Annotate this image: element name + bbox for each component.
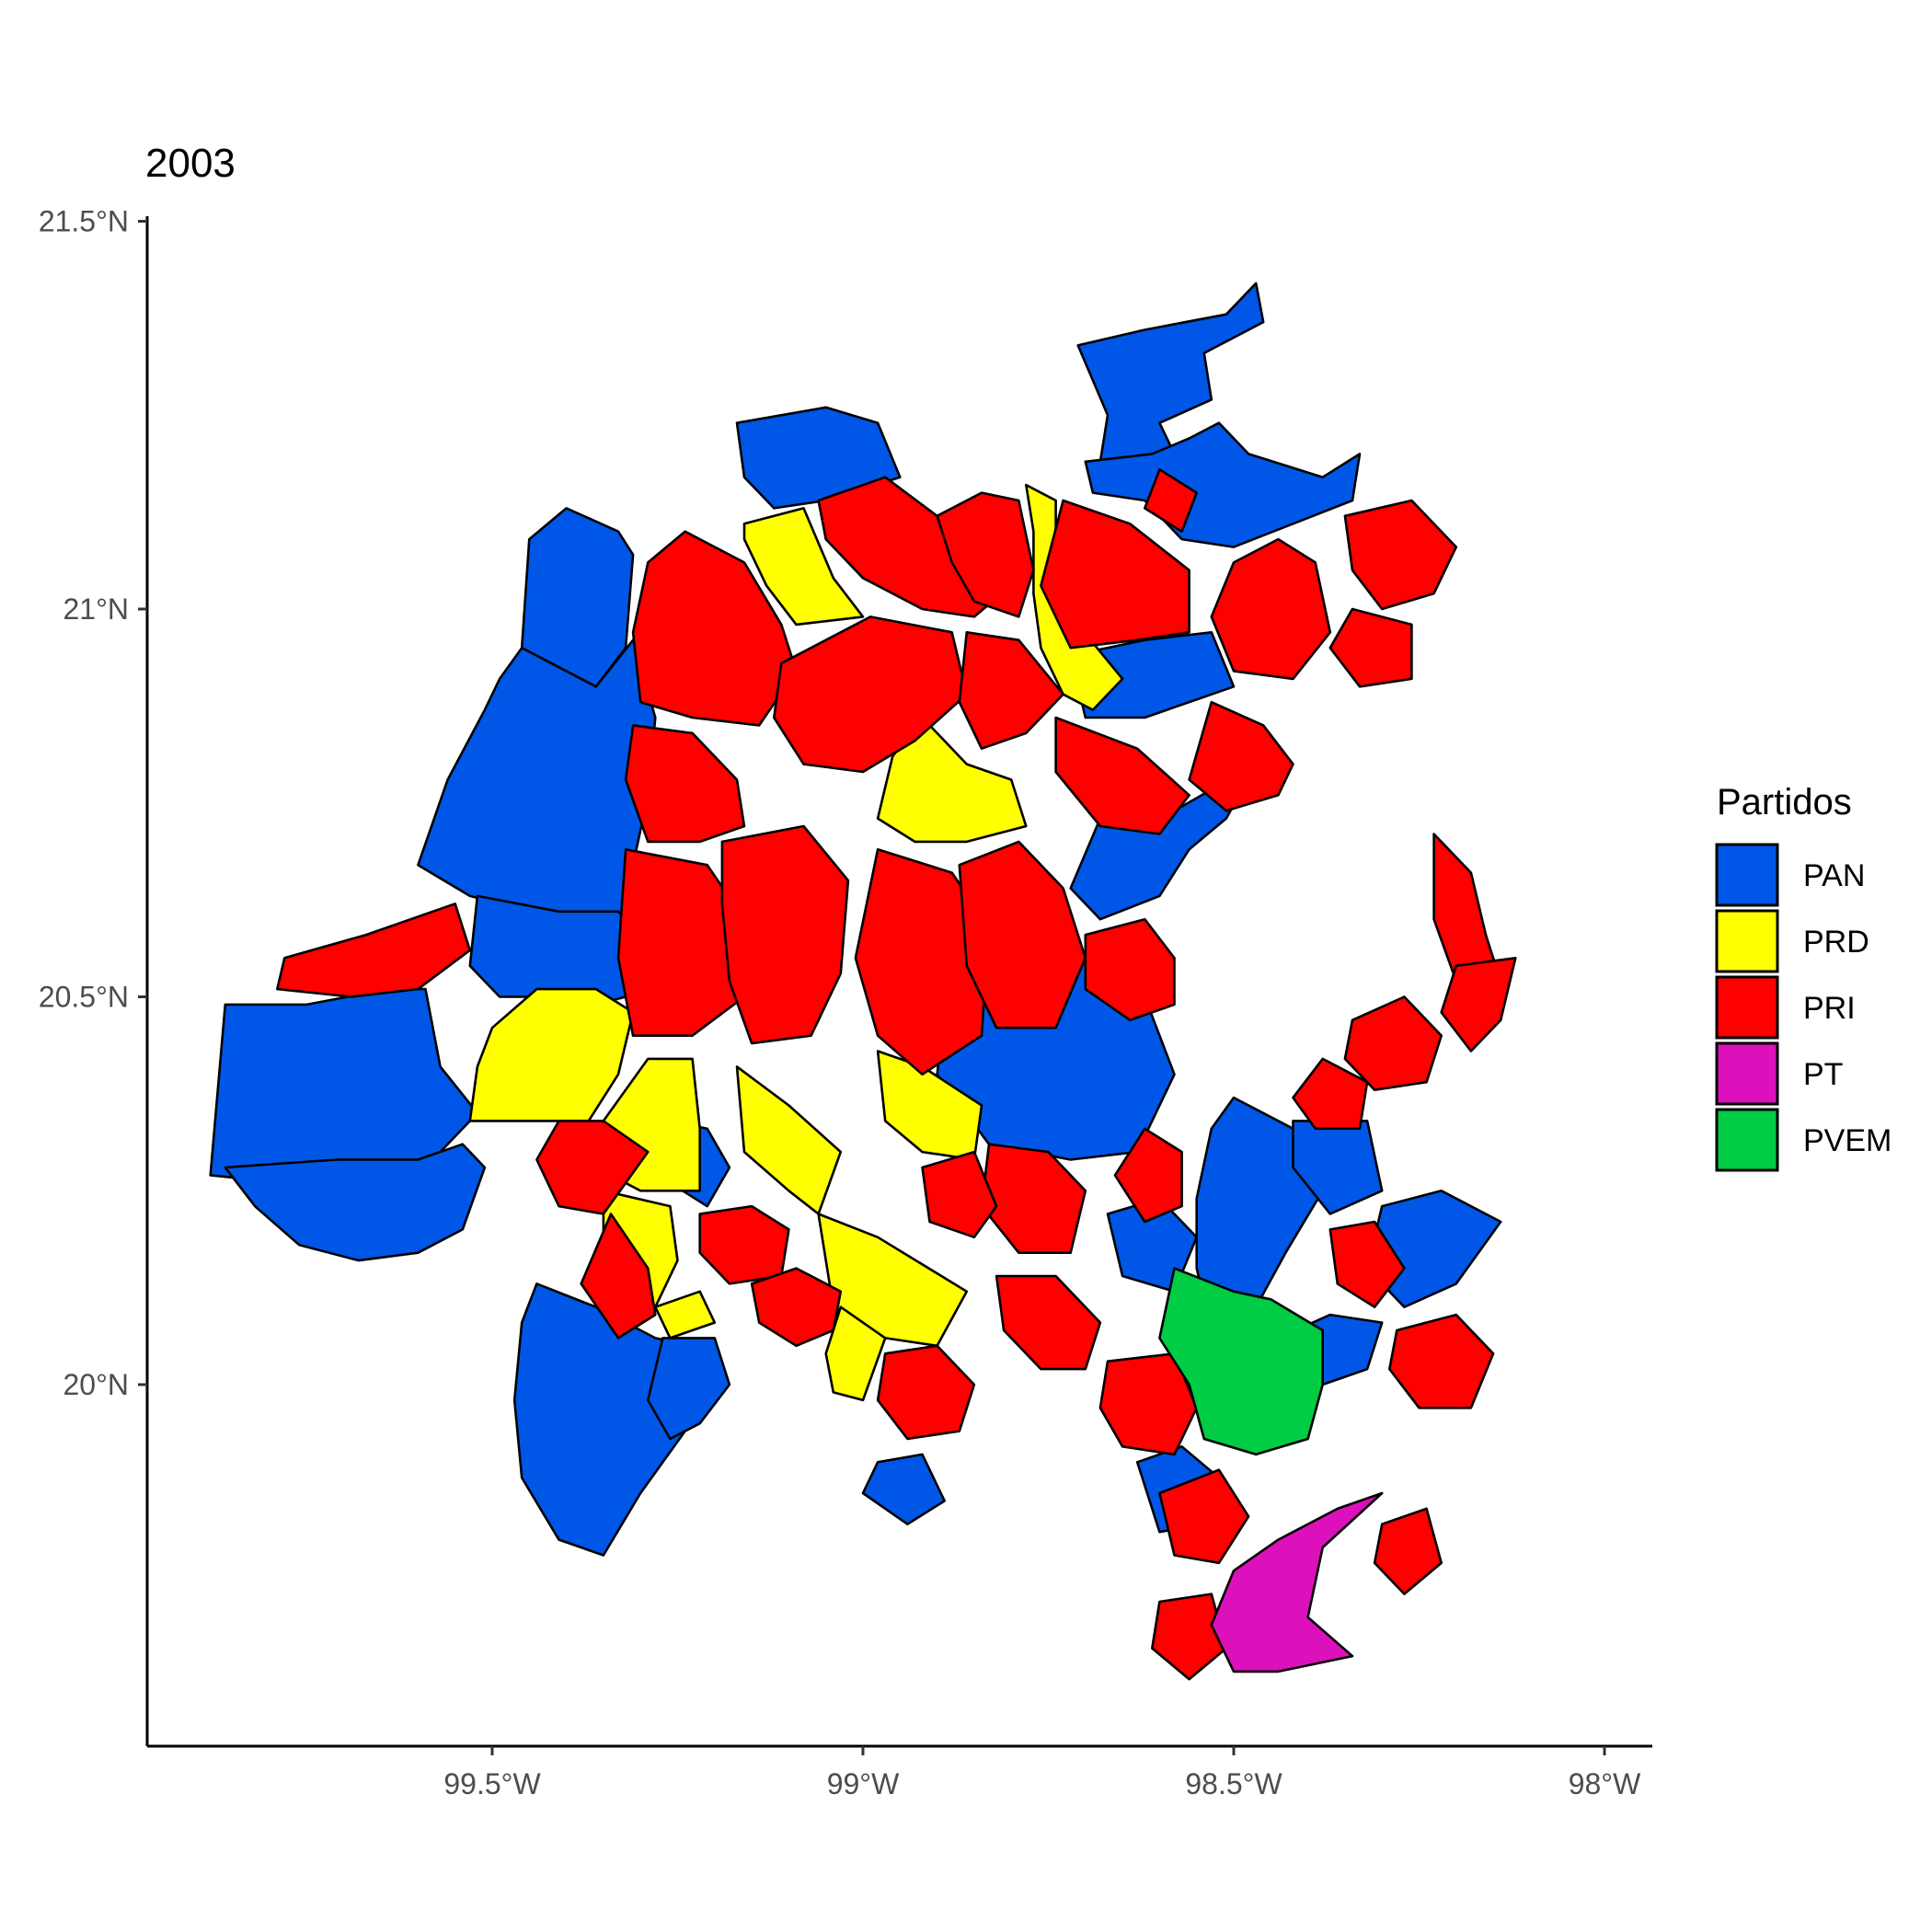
legend-title: Partidos	[1717, 782, 1852, 822]
municipality-pri-59	[876, 1344, 976, 1441]
municipality-prd-31	[824, 1305, 887, 1402]
municipality-pri-50	[1084, 917, 1176, 1022]
y-tick-label: 20.5°N	[39, 981, 129, 1014]
municipality-pri-40	[1328, 607, 1413, 688]
municipality-pri-65	[1292, 1057, 1369, 1131]
legend-items: PAN PRD PRI PT PVEM	[1715, 843, 1892, 1172]
municipality-pri-68	[1158, 1468, 1250, 1565]
x-tick-label: 98.5°W	[1185, 1767, 1282, 1800]
municipality-pri-42	[772, 615, 969, 774]
municipality-pri-47	[720, 824, 850, 1045]
municipality-pri-39	[1343, 499, 1458, 611]
municipality-pan-20	[861, 1453, 946, 1525]
municipality-pri-49	[958, 840, 1087, 1029]
x-axis-ticks: 99.5°W 99°W 98.5°W 98°W	[443, 1746, 1641, 1800]
municipality-pri-61	[1113, 1127, 1183, 1224]
municipality-pri-63	[1440, 957, 1517, 1052]
municipality-pri-54	[698, 1204, 790, 1285]
chart-title: 2003	[145, 141, 236, 186]
municipality-pri-35	[936, 491, 1035, 618]
municipality-pri-66	[1328, 1220, 1406, 1308]
municipality-pan-14	[1069, 630, 1236, 719]
legend-key-pri	[1715, 975, 1779, 1040]
x-tick-label: 99.5°W	[443, 1767, 541, 1800]
municipality-pri-48	[854, 847, 991, 1076]
legend-label-prd: PRD	[1803, 925, 1869, 960]
municipality-pri-64	[1343, 995, 1443, 1091]
municipality-pan-10	[646, 1337, 731, 1441]
municipality-prd-24	[876, 716, 1028, 844]
municipality-pri-38	[1210, 537, 1332, 681]
y-tick-label: 20°N	[63, 1368, 130, 1401]
municipality-pri-43	[958, 630, 1064, 751]
municipality-prd-28	[735, 1065, 843, 1215]
municipality-prd-22	[742, 507, 865, 627]
municipality-pri-37	[1144, 467, 1198, 534]
municipality-pri-33	[631, 530, 798, 727]
municipality-pri-53	[580, 1213, 657, 1340]
legend-label-pt: PT	[1803, 1057, 1843, 1092]
municipality-prd-25	[468, 987, 635, 1122]
legend-label-pan: PAN	[1803, 858, 1865, 893]
municipality-pri-62	[1432, 833, 1502, 983]
municipality-pri-44	[1054, 716, 1190, 835]
municipalities-layer	[209, 282, 1517, 1681]
municipality-pan-8	[224, 1143, 487, 1262]
municipality-pri-36	[1040, 499, 1190, 650]
municipality-pt-71	[1210, 1491, 1384, 1673]
y-tick-label: 21°N	[63, 592, 130, 626]
municipality-pri-69	[1373, 1507, 1443, 1595]
municipality-pri-57	[921, 1150, 998, 1239]
legend: Partidos PAN PRD PRI PT PVEM	[1715, 782, 1892, 1172]
x-tick-label: 98°W	[1569, 1767, 1641, 1800]
municipality-pri-46	[616, 847, 746, 1037]
municipality-pan-2	[1076, 282, 1265, 464]
legend-key-pt	[1715, 1041, 1779, 1106]
y-tick-label: 21.5°N	[39, 205, 129, 238]
municipality-pri-51	[275, 902, 472, 998]
municipality-pan-13	[1069, 763, 1258, 921]
municipality-pri-58	[995, 1274, 1102, 1371]
x-tick-label: 99°W	[827, 1767, 900, 1800]
municipality-prd-32	[653, 1290, 717, 1340]
municipality-pri-45	[1188, 700, 1294, 812]
legend-label-pri: PRI	[1803, 991, 1856, 1026]
municipality-pvem-72	[1158, 1267, 1324, 1456]
y-axis-ticks: 20°N 20.5°N 21°N 21.5°N	[39, 205, 147, 1401]
legend-key-pan	[1715, 843, 1779, 907]
municipality-pri-41	[624, 724, 746, 844]
axes: 20°N 20.5°N 21°N 21.5°N 99.5°W 99°W 98.5°W 98°…	[39, 205, 1652, 1800]
legend-key-pvem	[1715, 1108, 1779, 1172]
municipality-pri-52	[535, 1120, 650, 1215]
legend-key-prd	[1715, 909, 1779, 973]
municipality-pri-55	[750, 1267, 843, 1348]
legend-label-pvem: PVEM	[1803, 1123, 1892, 1158]
municipality-pri-67	[1388, 1313, 1495, 1409]
municipality-pri-70	[1151, 1593, 1228, 1681]
